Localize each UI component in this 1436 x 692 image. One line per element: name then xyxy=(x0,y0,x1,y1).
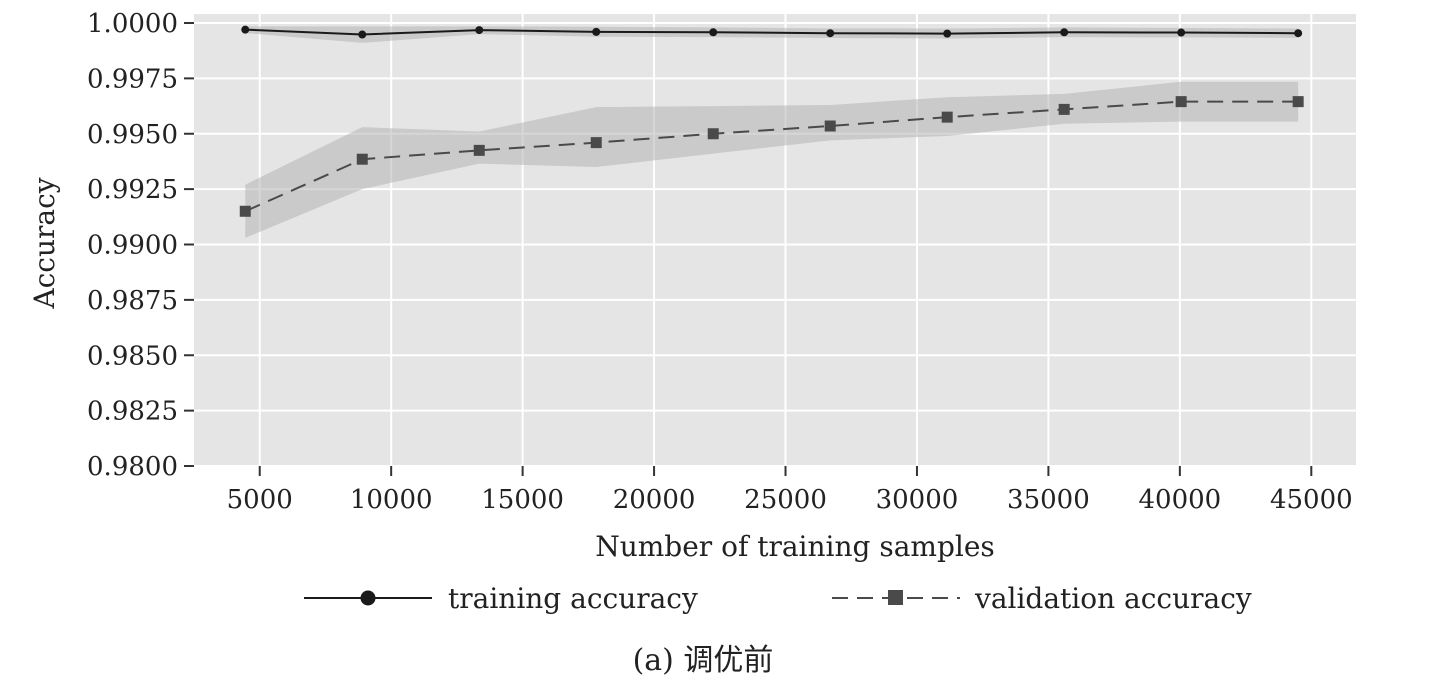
legend-validation-label: validation accuracy xyxy=(974,582,1252,615)
training-point xyxy=(709,28,718,37)
y-axis-title: Accuracy xyxy=(28,177,61,309)
validation-line xyxy=(244,100,1299,213)
x-tick-label: 40000 xyxy=(1139,485,1222,515)
y-tick-label: 0.9875 xyxy=(87,286,178,316)
x-tick-label: 45000 xyxy=(1270,485,1353,515)
training-point xyxy=(358,30,367,39)
x-tick-label: 35000 xyxy=(1007,485,1090,515)
validation-point xyxy=(707,128,719,140)
training-point xyxy=(943,29,952,38)
legend-training-label: training accuracy xyxy=(448,582,698,615)
x-tick-label: 25000 xyxy=(744,485,827,515)
y-tick-label: 0.9900 xyxy=(87,231,178,261)
validation-point xyxy=(1292,96,1304,108)
validation-point xyxy=(473,144,485,156)
grid-lines xyxy=(194,14,1356,467)
training-point xyxy=(592,27,601,36)
validation-point xyxy=(1058,103,1070,115)
series-lines xyxy=(244,28,1299,213)
training-point xyxy=(475,26,484,35)
training-point xyxy=(241,25,250,34)
x-tick-label: 5000 xyxy=(227,485,293,515)
y-tick-label: 0.9975 xyxy=(87,64,178,94)
legend-training-marker xyxy=(360,590,376,606)
series-markers xyxy=(239,25,1304,217)
y-tick-label: 0.9950 xyxy=(87,120,178,150)
figure-caption: (a) 调优前 xyxy=(633,643,774,678)
y-tick-label: 1.0000 xyxy=(87,9,178,39)
validation-point xyxy=(824,120,836,132)
y-tick-label: 0.9850 xyxy=(87,341,178,371)
y-tick-label: 0.9925 xyxy=(87,175,178,205)
x-axis: 5000 10000 15000 20000 25000 30000 35000 40000 4… xyxy=(227,466,1353,515)
training-line xyxy=(245,28,1299,36)
x-axis-title: Number of training samples xyxy=(595,530,995,563)
validation-confidence-band xyxy=(245,81,1299,238)
training-point xyxy=(1294,29,1303,38)
x-tick-label: 15000 xyxy=(481,485,564,515)
x-tick-label: 30000 xyxy=(876,485,959,515)
legend: training accuracy validation accuracy xyxy=(304,582,1252,615)
x-tick-label: 20000 xyxy=(613,485,696,515)
validation-point xyxy=(590,137,602,149)
y-tick-label: 0.9800 xyxy=(87,452,178,482)
training-point xyxy=(1060,28,1069,37)
training-point xyxy=(826,29,835,38)
training-point xyxy=(1177,28,1186,37)
validation-point xyxy=(1175,96,1187,108)
legend-validation-marker xyxy=(888,590,903,605)
y-axis: 0.9800 0.9825 0.9850 0.9875 0.9900 0.9925 0.99… xyxy=(87,9,194,482)
x-tick-label: 10000 xyxy=(350,485,433,515)
y-tick-label: 0.9825 xyxy=(87,397,178,427)
validation-point xyxy=(941,111,953,123)
validation-point xyxy=(239,205,251,217)
validation-point xyxy=(356,153,368,165)
